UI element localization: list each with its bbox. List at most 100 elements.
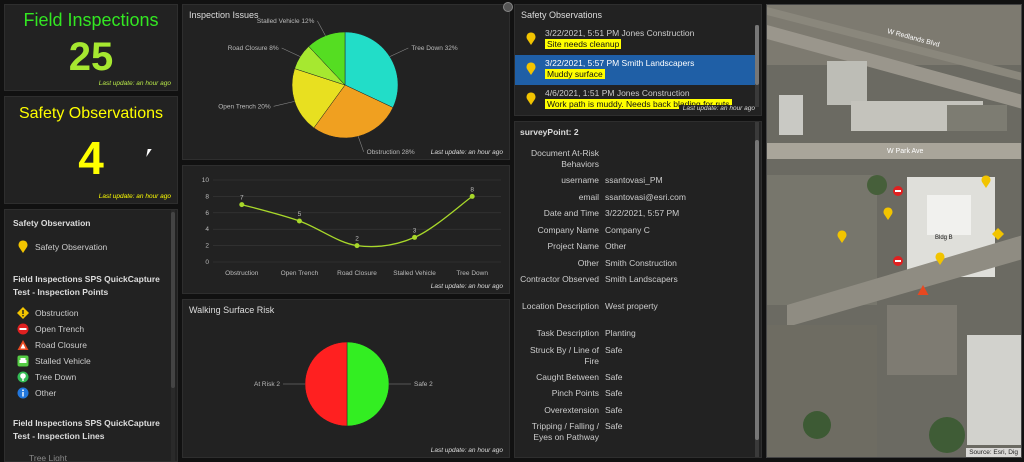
detail-label: Location Description — [521, 301, 599, 311]
data-point[interactable] — [296, 218, 302, 224]
detail-label: Company Name — [537, 224, 599, 235]
map-view[interactable]: W Redlands Blvd W Park Ave Bldg B Source… — [766, 4, 1022, 458]
field-inspections-panel: Field Inspections 25 Last update: an hou… — [4, 4, 178, 91]
walking-surface-risk-title: Walking Surface Risk — [189, 305, 275, 315]
no-entry-icon — [893, 256, 903, 266]
legend-scrollbar[interactable] — [171, 210, 175, 461]
diamond-warning-icon — [992, 228, 1004, 240]
pie-slice-label: Safe 2 — [414, 381, 433, 388]
legend-label: Safety Observation — [35, 242, 108, 252]
safety-observations-list-panel: Safety Observations 3/22/2021, 5:51 PM J… — [514, 4, 762, 116]
yellow-pin-icon — [18, 240, 28, 253]
legend-label: Road Closure — [35, 340, 87, 350]
legend-item-obstruction: Obstruction — [17, 307, 78, 319]
x-tick-label: Stalled Vehicle — [393, 270, 436, 277]
detail-value: Safe — [605, 388, 623, 398]
x-tick-label: Road Closure — [337, 270, 377, 277]
y-tick-label: 0 — [205, 259, 209, 266]
list-scroll-thumb[interactable] — [755, 25, 759, 85]
detail-value: Safe — [605, 371, 623, 382]
map-pin-icon — [981, 175, 991, 188]
pie-slice[interactable] — [346, 341, 390, 427]
detail-label: Pinch Points — [551, 388, 599, 398]
data-point[interactable] — [469, 193, 475, 199]
legend-label: Obstruction — [35, 308, 79, 318]
legend-item-open-trench: Open Trench — [17, 323, 84, 335]
data-point[interactable] — [239, 202, 245, 208]
y-tick-label: 4 — [205, 226, 209, 233]
pie-leader-line — [357, 136, 364, 152]
legend-item-other: Other — [17, 387, 56, 399]
safety-observations-list-title: Safety Observations — [521, 10, 603, 20]
yellow-pin-icon — [526, 92, 536, 105]
details-scrollbar[interactable] — [755, 122, 759, 457]
pie-slice[interactable] — [291, 68, 346, 129]
legend-scroll-thumb[interactable] — [171, 212, 175, 388]
list-item-selected[interactable]: 3/22/2021, 5:57 PM Smith Landscapers Mud… — [515, 55, 755, 85]
list-item-meta: 3/22/2021, 5:51 PM Jones Construction — [545, 28, 695, 38]
detail-label: Caught Between — [536, 371, 599, 382]
detail-value: Other — [605, 241, 627, 251]
list-scrollbar[interactable] — [755, 25, 759, 107]
legend-panel: Safety Observation Safety Observation Fi… — [4, 209, 178, 462]
map-pin-icon — [935, 252, 945, 265]
detail-label: Project Name — [547, 241, 600, 251]
detail-label: Tripping / Falling / Eyes on Pathway — [531, 421, 599, 442]
detail-label: username — [561, 175, 599, 185]
legend-label: Open Trench — [35, 324, 85, 334]
walking-surface-risk-panel: Walking Surface Risk Safe 2 At Risk 2 Las… — [182, 299, 510, 458]
detail-label: Overextension — [544, 404, 599, 415]
detail-value: Smith Construction — [605, 257, 677, 268]
data-point[interactable] — [354, 243, 360, 249]
no-entry-icon — [893, 186, 903, 196]
list-item[interactable]: 3/22/2021, 5:51 PM Jones Construction Si… — [515, 25, 755, 55]
pie-slice-label: Tree Down 32% — [411, 45, 458, 52]
drag-handle-icon[interactable] — [503, 2, 513, 12]
detail-value: Company C — [605, 224, 650, 235]
diamond-warning-icon — [17, 307, 29, 319]
walking-surface-risk-pie-chart: Safe 2 At Risk 2 — [254, 341, 433, 427]
x-tick-label: Tree Down — [456, 270, 488, 277]
pie-slice-label: Stalled Vehicle 12% — [257, 18, 315, 25]
detail-value: ssantovasi_PM — [605, 175, 663, 185]
pie-leader-line — [273, 101, 295, 107]
last-update-text: Last update: an hour ago — [98, 80, 171, 87]
legend-label: Tree Down — [35, 372, 77, 382]
detail-label: Document At-Risk Behaviors — [530, 148, 599, 169]
data-point[interactable] — [412, 234, 418, 240]
yellow-pin-icon — [526, 62, 536, 75]
pie-slice-label: Open Trench 20% — [218, 103, 271, 110]
pie-slice[interactable] — [344, 31, 399, 108]
inspection-issues-title: Inspection Issues — [189, 10, 259, 20]
pie-slice[interactable] — [304, 341, 348, 427]
legend-section-lines: Field Inspections SPS QuickCapture Test … — [13, 418, 160, 441]
details-scroll-thumb[interactable] — [755, 140, 759, 440]
last-update-text: Last update: an hour ago — [430, 283, 503, 290]
triangle-warning-icon — [917, 285, 929, 295]
data-label: 8 — [470, 186, 474, 193]
triangle-warning-icon — [17, 340, 29, 350]
field-inspections-title: Field Inspections — [23, 10, 159, 30]
last-update-text: Last update: an hour ago — [98, 193, 171, 200]
safety-observations-count: 4 — [78, 132, 104, 184]
detail-value: 3/22/2021, 5:57 PM — [605, 208, 680, 218]
safety-observations-count-panel: Safety Observations 4 Last update: an ho… — [4, 96, 178, 204]
data-label: 3 — [413, 227, 417, 234]
tree-icon — [17, 371, 29, 383]
x-tick-label: Open Trench — [281, 270, 319, 277]
list-item[interactable]: 4/6/2021, 1:51 PM Jones Construction Wor… — [515, 85, 755, 115]
data-label: 7 — [240, 195, 244, 202]
list-item-note: Muddy surface — [545, 69, 605, 79]
detail-value: West property — [605, 301, 658, 311]
y-tick-label: 10 — [202, 177, 210, 184]
detail-label: Task Description — [536, 328, 599, 338]
pie-slice[interactable] — [308, 31, 346, 86]
detail-label: Other — [577, 257, 599, 268]
legend-label: Tree Light — [29, 453, 67, 462]
map-attribution: Source: Esri, Dig — [966, 448, 1021, 457]
list-item-meta: 4/6/2021, 1:51 PM Jones Construction — [545, 88, 690, 98]
no-entry-icon — [17, 323, 29, 335]
satellite-map[interactable]: W Redlands Blvd W Park Ave Bldg B — [767, 5, 1022, 458]
data-label: 2 — [355, 236, 359, 243]
legend-item-stalled-vehicle: Stalled Vehicle — [17, 355, 91, 367]
